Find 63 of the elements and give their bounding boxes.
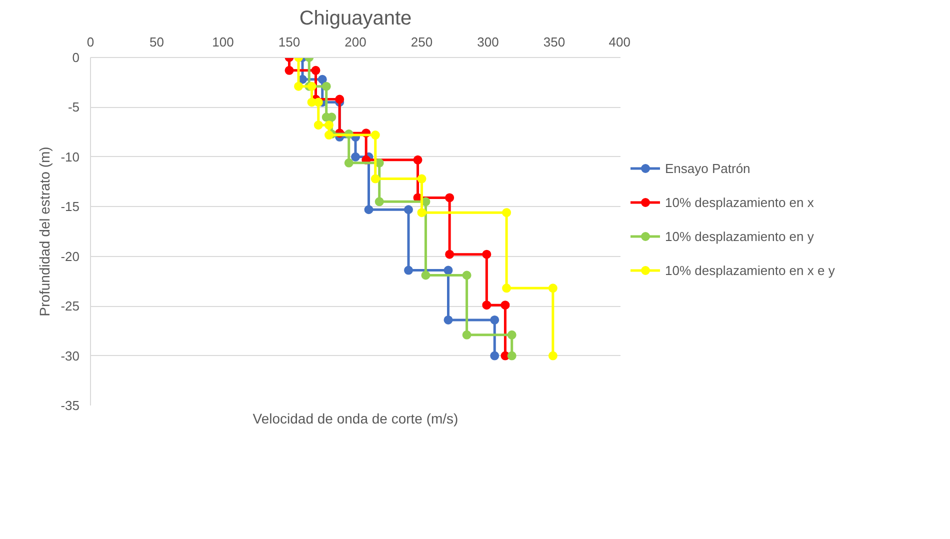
legend-label: 10% desplazamiento en y [665,228,814,244]
x-tick-label: 300 [477,34,499,50]
point [548,284,558,293]
point [502,208,512,218]
x-tick-label: 100 [212,34,234,50]
point [548,351,558,360]
point [318,74,327,84]
point [445,193,454,202]
point [417,208,426,218]
point [417,174,426,184]
x-tick-label: 250 [410,34,433,50]
y-tick-label: -25 [60,298,80,314]
point [502,284,512,293]
x-axis-title: Velocidad de onda de corte (m/s) [252,410,458,426]
x-tick-label: 350 [543,34,566,50]
x-tick-label: 200 [344,34,366,50]
point [364,205,374,214]
point [421,270,430,280]
point [311,66,320,75]
point [370,174,380,184]
point [507,351,516,360]
point [482,300,492,310]
y-tick-label: 0 [72,50,80,65]
point [490,316,500,324]
x-tick-label: 400 [608,34,631,50]
point [444,266,453,275]
point [351,152,360,162]
point [490,351,500,360]
point [324,130,334,140]
x-tick-label: 50 [150,34,164,50]
y-tick-label: -10 [60,149,80,164]
point [507,330,516,340]
point [404,266,413,275]
y-tick-label: -15 [60,199,80,214]
point [445,250,454,259]
point [444,316,453,324]
point [462,330,472,340]
point [314,120,323,130]
point [294,82,304,91]
point [462,270,472,280]
point [404,205,413,214]
point [500,300,510,310]
point [344,158,354,168]
y-tick-label: -20 [60,248,80,264]
point [307,82,316,91]
point [482,250,492,259]
point [374,197,384,206]
x-tick-label: 0 [86,34,94,50]
point [322,82,331,91]
point [413,155,422,164]
legend-label: 10% desplazamiento en x e y [665,262,835,278]
y-tick-label: -35 [60,398,80,413]
y-axis-title: Profundidad del estrato (m) [36,146,53,316]
x-tick-label: 150 [278,34,300,50]
legend-label: Ensayo Patrón [665,160,750,176]
legend-label: 10% desplazamiento en x [665,194,814,210]
y-tick-label: -5 [68,100,80,115]
y-tick-label: -30 [60,348,80,364]
point [324,120,334,130]
point [284,66,294,75]
chart-title: Chiguayante [299,8,412,30]
point [370,130,380,140]
point [335,94,344,104]
